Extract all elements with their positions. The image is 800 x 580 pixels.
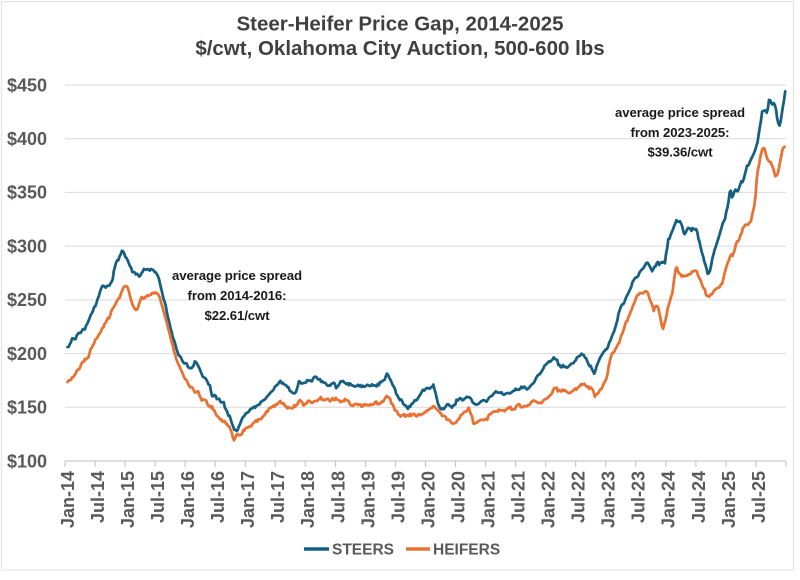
svg-text:$200: $200 — [7, 344, 47, 364]
svg-text:Jan-23: Jan-23 — [599, 471, 619, 528]
svg-text:Jan-24: Jan-24 — [659, 471, 679, 528]
svg-text:average price spread: average price spread — [172, 268, 302, 283]
svg-text:Jan-17: Jan-17 — [238, 471, 258, 528]
svg-text:$300: $300 — [7, 236, 47, 256]
svg-text:$100: $100 — [7, 451, 47, 471]
svg-text:Jul-23: Jul-23 — [629, 471, 649, 523]
svg-text:$450: $450 — [7, 75, 47, 95]
svg-text:Jan-19: Jan-19 — [358, 471, 378, 528]
svg-text:Jul-16: Jul-16 — [208, 471, 228, 523]
svg-text:$22.61/cwt: $22.61/cwt — [205, 308, 271, 323]
svg-text:Jan-21: Jan-21 — [479, 471, 499, 528]
svg-text:Jan-22: Jan-22 — [539, 471, 559, 528]
svg-text:HEIFERS: HEIFERS — [433, 542, 500, 559]
svg-text:Jul-25: Jul-25 — [749, 471, 769, 523]
svg-text:Jan-16: Jan-16 — [178, 471, 198, 528]
svg-text:$39.36/cwt: $39.36/cwt — [648, 145, 714, 160]
svg-text:Jan-25: Jan-25 — [719, 471, 739, 528]
svg-text:$350: $350 — [7, 183, 47, 203]
svg-text:Steer-Heifer Price Gap, 2014-2: Steer-Heifer Price Gap, 2014-2025 — [236, 13, 563, 36]
svg-text:Jul-18: Jul-18 — [328, 471, 348, 523]
svg-text:Jul-20: Jul-20 — [448, 471, 468, 523]
svg-text:Jul-24: Jul-24 — [689, 471, 709, 523]
svg-text:Jan-15: Jan-15 — [118, 471, 138, 528]
svg-text:STEERS: STEERS — [332, 542, 394, 559]
svg-text:Jan-14: Jan-14 — [58, 471, 78, 528]
svg-text:$250: $250 — [7, 290, 47, 310]
svg-text:Jul-22: Jul-22 — [569, 471, 589, 523]
svg-text:$150: $150 — [7, 398, 47, 418]
svg-text:Jul-17: Jul-17 — [268, 471, 288, 523]
svg-text:$400: $400 — [7, 129, 47, 149]
svg-text:Jul-14: Jul-14 — [88, 471, 108, 523]
svg-text:from 2023-2025:: from 2023-2025: — [631, 125, 730, 140]
svg-text:$/cwt, Oklahoma City Auction,: $/cwt, Oklahoma City Auction, 500-600 lb… — [195, 37, 604, 60]
svg-text:Jan-20: Jan-20 — [418, 471, 438, 528]
svg-text:Jan-18: Jan-18 — [298, 471, 318, 528]
svg-text:Jul-19: Jul-19 — [388, 471, 408, 523]
svg-text:average price spread: average price spread — [615, 105, 745, 120]
svg-text:from 2014-2016:: from 2014-2016: — [188, 288, 287, 303]
svg-text:Jul-15: Jul-15 — [148, 471, 168, 523]
svg-text:Jul-21: Jul-21 — [509, 471, 529, 523]
